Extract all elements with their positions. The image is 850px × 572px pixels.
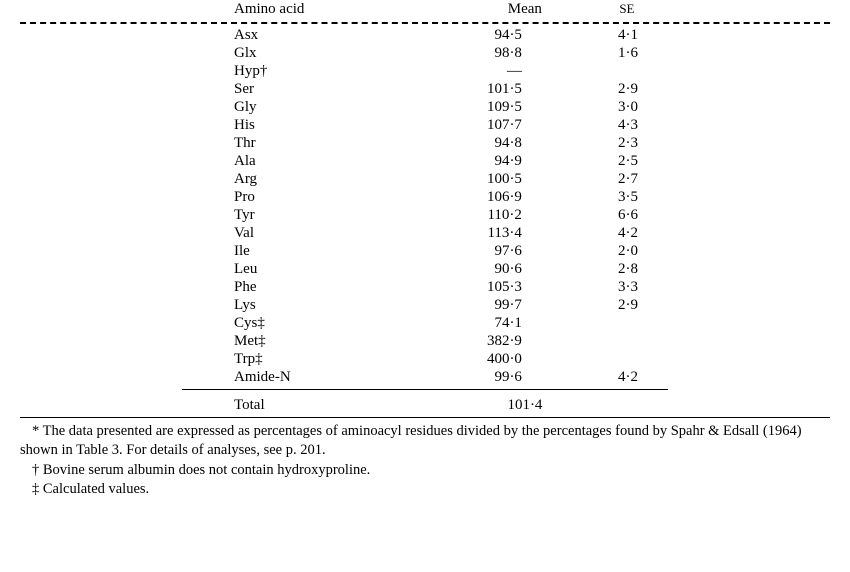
table-rule-subtotal — [182, 389, 668, 390]
table-row: Amide-N99·64·2 — [182, 368, 668, 386]
mean-cell: 101·5 — [408, 80, 552, 98]
amino-acid-cell: Lys — [182, 296, 408, 314]
total-label: Total — [182, 393, 397, 415]
se-cell: 4·2 — [552, 368, 668, 386]
table-row: His107·74·3 — [182, 116, 668, 134]
amino-acid-cell: Met‡ — [182, 332, 408, 350]
col-header-se: SE — [586, 0, 668, 20]
amino-acid-cell: Pro — [182, 188, 408, 206]
se-cell: 4·1 — [552, 26, 668, 44]
table-row: Ser101·52·9 — [182, 80, 668, 98]
mean-cell: 382·9 — [408, 332, 552, 350]
table-row: Gly109·53·0 — [182, 98, 668, 116]
table-rule-bottom — [20, 417, 830, 418]
amino-acid-cell: Amide-N — [182, 368, 408, 386]
table-row: Leu90·62·8 — [182, 260, 668, 278]
amino-acid-cell: Ile — [182, 242, 408, 260]
amino-acid-cell: Val — [182, 224, 408, 242]
mean-cell: 94·9 — [408, 152, 552, 170]
se-cell: 3·0 — [552, 98, 668, 116]
se-cell — [552, 62, 668, 80]
se-cell: 3·5 — [552, 188, 668, 206]
amino-acid-cell: Thr — [182, 134, 408, 152]
footnote-star: * The data presented are expressed as pe… — [20, 422, 830, 461]
amino-acid-cell: Arg — [182, 170, 408, 188]
mean-cell: 113·4 — [408, 224, 552, 242]
mean-cell: 105·3 — [408, 278, 552, 296]
mean-cell: 98·8 — [408, 44, 552, 62]
se-cell — [552, 332, 668, 350]
se-cell: 6·6 — [552, 206, 668, 224]
amino-acid-table-body: Asx94·54·1Glx98·81·6Hyp†—Ser101·52·9Gly1… — [182, 26, 668, 386]
se-cell: 3·3 — [552, 278, 668, 296]
table-row: Trp‡400·0 — [182, 350, 668, 368]
amino-acid-table: Amino acid Mean SE — [182, 0, 668, 20]
table-row: Arg100·52·7 — [182, 170, 668, 188]
se-cell: 4·3 — [552, 116, 668, 134]
mean-cell: 110·2 — [408, 206, 552, 224]
amino-acid-cell: Leu — [182, 260, 408, 278]
amino-acid-cell: His — [182, 116, 408, 134]
table-row: Val113·44·2 — [182, 224, 668, 242]
se-cell — [552, 350, 668, 368]
se-cell: 1·6 — [552, 44, 668, 62]
table-row: Met‡382·9 — [182, 332, 668, 350]
mean-cell: 99·7 — [408, 296, 552, 314]
se-cell: 2·8 — [552, 260, 668, 278]
mean-cell: — — [408, 62, 552, 80]
amino-acid-cell: Cys‡ — [182, 314, 408, 332]
amino-acid-table-total: Total 101·4 — [182, 393, 668, 415]
se-cell: 2·9 — [552, 296, 668, 314]
table-row: Hyp†— — [182, 62, 668, 80]
total-mean: 101·4 — [397, 393, 572, 415]
mean-cell: 100·5 — [408, 170, 552, 188]
footnotes: * The data presented are expressed as pe… — [20, 422, 830, 500]
se-cell: 2·5 — [552, 152, 668, 170]
table-row: Lys99·72·9 — [182, 296, 668, 314]
table-row: Phe105·33·3 — [182, 278, 668, 296]
total-se — [572, 393, 668, 415]
col-header-amino-acid: Amino acid — [182, 0, 464, 20]
table-row: Ala94·92·5 — [182, 152, 668, 170]
table-row: Ile97·62·0 — [182, 242, 668, 260]
mean-cell: 74·1 — [408, 314, 552, 332]
amino-acid-cell: Gly — [182, 98, 408, 116]
se-cell: 2·7 — [552, 170, 668, 188]
mean-cell: 99·6 — [408, 368, 552, 386]
mean-cell: 90·6 — [408, 260, 552, 278]
mean-cell: 107·7 — [408, 116, 552, 134]
amino-acid-cell: Trp‡ — [182, 350, 408, 368]
table-row: Thr94·82·3 — [182, 134, 668, 152]
amino-acid-cell: Tyr — [182, 206, 408, 224]
amino-acid-cell: Asx — [182, 26, 408, 44]
table-rule-top — [20, 22, 830, 24]
table-row: Pro106·93·5 — [182, 188, 668, 206]
mean-cell: 106·9 — [408, 188, 552, 206]
amino-acid-cell: Ala — [182, 152, 408, 170]
mean-cell: 94·5 — [408, 26, 552, 44]
se-cell: 2·0 — [552, 242, 668, 260]
amino-acid-cell: Phe — [182, 278, 408, 296]
table-row: Cys‡74·1 — [182, 314, 668, 332]
footnote-dagger: † Bovine serum albumin does not contain … — [20, 461, 830, 481]
mean-cell: 109·5 — [408, 98, 552, 116]
mean-cell: 400·0 — [408, 350, 552, 368]
amino-acid-cell: Glx — [182, 44, 408, 62]
se-cell: 4·2 — [552, 224, 668, 242]
footnote-ddagger: ‡ Calculated values. — [20, 480, 830, 500]
mean-cell: 94·8 — [408, 134, 552, 152]
amino-acid-cell: Ser — [182, 80, 408, 98]
mean-cell: 97·6 — [408, 242, 552, 260]
amino-acid-cell: Hyp† — [182, 62, 408, 80]
col-header-mean: Mean — [464, 0, 586, 20]
table-row: Tyr110·26·6 — [182, 206, 668, 224]
se-cell: 2·3 — [552, 134, 668, 152]
table-row: Asx94·54·1 — [182, 26, 668, 44]
table-row: Glx98·81·6 — [182, 44, 668, 62]
se-cell: 2·9 — [552, 80, 668, 98]
total-row: Total 101·4 — [182, 393, 668, 415]
se-cell — [552, 314, 668, 332]
